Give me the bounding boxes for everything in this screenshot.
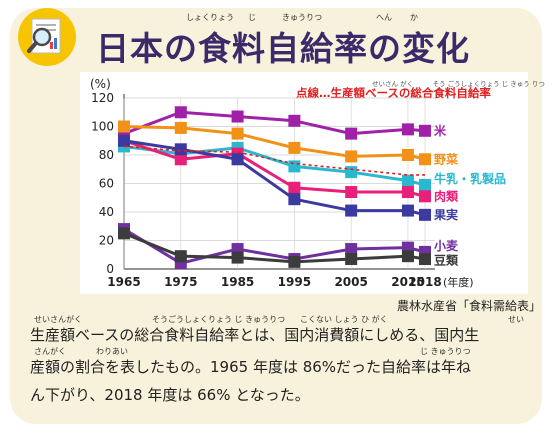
x-tick-label: 1995 [278, 275, 311, 289]
source-credit: 農林水産省「食料需給表」 [397, 299, 542, 313]
data-point-6 [401, 250, 414, 263]
series-line-2 [123, 144, 426, 187]
data-point-3 [419, 190, 431, 203]
data-point-0 [401, 123, 414, 136]
data-point-6 [288, 255, 301, 268]
x-tick-label: 2018 [408, 275, 441, 289]
y-tick-label: 40 [99, 205, 114, 219]
data-point-1 [288, 141, 301, 154]
y-tick-label: 0 [106, 262, 114, 276]
data-point-2 [401, 174, 414, 187]
data-point-4 [401, 204, 414, 217]
dotted-total-line [123, 145, 425, 176]
data-point-3 [174, 153, 187, 166]
page-title: 日本の食料自給率の変化 [96, 29, 470, 68]
desc-ruby-3: こくない しょう ひ がく [300, 315, 388, 324]
title-ruby-4: へん [376, 13, 392, 22]
data-point-4 [174, 143, 187, 156]
data-point-4 [118, 134, 130, 147]
data-point-5 [345, 243, 358, 256]
data-point-0 [288, 114, 301, 127]
data-point-0 [345, 127, 358, 140]
data-point-6 [231, 251, 244, 264]
series-label-0: 米 [434, 123, 447, 138]
data-point-3 [401, 186, 414, 199]
data-point-1 [118, 120, 130, 133]
magnifier-document-icon [16, 6, 78, 68]
data-point-6 [174, 250, 187, 263]
series-label-5: 小麦 [434, 238, 459, 253]
x-tick-label: 1975 [164, 275, 197, 289]
data-point-4 [231, 153, 244, 166]
desc-ruby-4: せい [508, 315, 524, 324]
data-point-1 [174, 121, 187, 134]
data-point-1 [345, 150, 358, 163]
data-point-3 [288, 181, 301, 194]
y-tick-label: 100 [91, 120, 114, 134]
desc-ruby-5: さんがく [34, 347, 66, 356]
x-axis-label: (年度) [443, 275, 474, 289]
data-point-6 [345, 253, 358, 266]
description-line-1: 生産額ベースの総合食料自給率とは、国内消費額にしめる、国内生 [30, 326, 480, 344]
series-label-1: 野菜 [434, 151, 458, 166]
desc-ruby-7: じ きゅうりつ [420, 347, 471, 356]
data-point-6 [419, 253, 431, 266]
data-point-4 [345, 204, 358, 217]
self-sufficiency-chart: (%) せいさん がく そう ごうしょくりょう じ きゅう りつ 点線…生産額ベ… [90, 77, 545, 289]
x-tick-label: 1965 [107, 275, 140, 289]
y-tick-label: 60 [99, 177, 114, 191]
description-line-3: ん下がり、2018 年度は 66% となった。 [30, 386, 310, 404]
data-point-4 [419, 208, 431, 221]
desc-ruby-1: せいさんがく [34, 315, 82, 324]
title-ruby-3: きゅうりつ [282, 13, 323, 22]
data-point-2 [288, 160, 301, 173]
data-point-1 [401, 149, 414, 161]
data-point-0 [419, 124, 431, 137]
series-label-3: 肉類 [434, 188, 459, 203]
desc-ruby-2: そうごうしょくりょう じ きゅうりつ [152, 315, 286, 324]
data-point-4 [288, 193, 301, 206]
series-line-0 [123, 110, 426, 136]
y-axis-unit: (%) [90, 77, 111, 91]
y-tick-label: 20 [99, 234, 114, 248]
x-tick-label: 2005 [334, 275, 367, 289]
x-tick-label: 2015 [391, 275, 424, 289]
y-tick-label: 120 [91, 91, 114, 105]
series-label-6: 豆類 [434, 252, 459, 267]
data-point-1 [231, 127, 244, 140]
series-line-3 [123, 139, 426, 198]
y-tick-label: 80 [99, 148, 114, 162]
data-point-6 [118, 227, 130, 240]
series-label-4: 果実 [433, 207, 458, 222]
title-ruby-1: しょくりょう [186, 13, 234, 22]
data-point-2 [345, 166, 358, 179]
series-label-2: 牛乳・乳製品 [434, 171, 506, 186]
data-point-0 [231, 110, 244, 123]
data-point-0 [174, 106, 187, 119]
data-point-3 [345, 186, 358, 199]
legend-note-ruby: せいさん がく そう ごうしょくりょう じ きゅう りつ [372, 79, 545, 88]
title-ruby-2: じ [248, 13, 256, 22]
data-point-1 [419, 153, 431, 166]
legend-note: 点線…生産額ベースの総合食料自給率 [296, 86, 491, 100]
title-ruby-5: か [410, 13, 418, 22]
data-point-2 [419, 178, 431, 191]
desc-ruby-6: わりあい [96, 347, 128, 356]
description-line-2: 産額の割合を表したもの。1965 年度は 86%だった自給率は年ね [30, 358, 472, 376]
x-tick-label: 1985 [221, 275, 254, 289]
